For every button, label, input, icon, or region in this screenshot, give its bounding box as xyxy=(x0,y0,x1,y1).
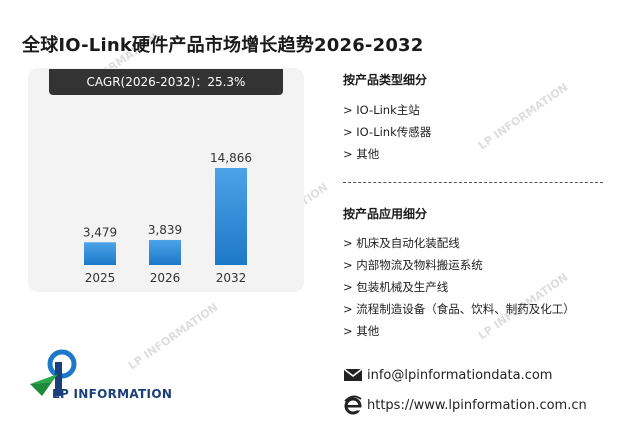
data-label: 3,839 xyxy=(148,223,182,237)
website-text[interactable]: https://www.lpinformation.com.cn xyxy=(367,397,587,413)
list-item: > 包装机械及生产线 xyxy=(343,280,449,294)
bar-2026 xyxy=(149,239,181,265)
internet-explorer-icon xyxy=(344,395,362,415)
data-label: 3,479 xyxy=(83,225,117,239)
data-label: 14,866 xyxy=(210,151,252,165)
list-item: > 内部物流及物料搬运系统 xyxy=(343,258,483,272)
bar-2032 xyxy=(215,168,247,265)
cagr-badge: CAGR(2026-2032)：25.3% xyxy=(49,69,283,95)
email-text[interactable]: info@lpinformationdata.com xyxy=(367,367,553,383)
list-item: > 流程制造设备（食品、饮料、制药及化工） xyxy=(343,302,575,316)
divider xyxy=(343,182,603,183)
list-item: > 机床及自动化装配线 xyxy=(343,236,460,250)
bar-2025 xyxy=(84,242,116,265)
x-tick-label: 2026 xyxy=(150,271,181,285)
list-item: > IO-Link传感器 xyxy=(343,125,432,139)
lp-information-logo xyxy=(30,349,77,396)
contact-email[interactable]: info@lpinformationdata.com xyxy=(343,367,552,383)
logo-text: LP INFORMATION xyxy=(52,387,173,401)
x-tick-label: 2025 xyxy=(85,271,116,285)
list-item: > 其他 xyxy=(343,324,380,338)
application-list: > 机床及自动化装配线 > 内部物流及物料搬运系统 > 包装机械及生产线 > 流… xyxy=(343,232,575,342)
list-item: > 其他 xyxy=(343,147,380,161)
envelope-icon xyxy=(343,368,363,381)
page-title: 全球IO-Link硬件产品市场增长趋势2026-2032 xyxy=(22,35,424,56)
contact-website[interactable]: https://www.lpinformation.com.cn xyxy=(343,395,587,415)
list-item: > IO-Link主站 xyxy=(343,103,420,117)
product-type-list: > IO-Link主站 > IO-Link传感器 > 其他 xyxy=(343,99,431,165)
product-type-title: 按产品类型细分 xyxy=(343,73,428,87)
x-tick-label: 2032 xyxy=(216,271,247,285)
application-title: 按产品应用细分 xyxy=(343,207,428,221)
